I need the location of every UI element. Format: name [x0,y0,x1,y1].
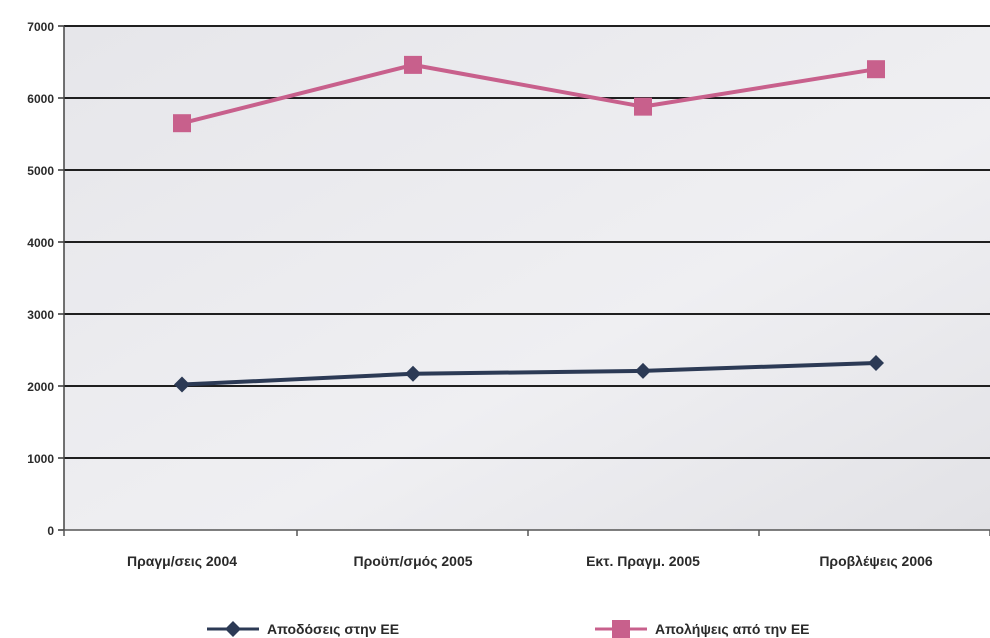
series-2-point [867,60,885,79]
legend-label: Απολήψεις από την ΕΕ [655,621,810,637]
y-tick-label: 6000 [27,92,54,106]
series-1-point [868,354,884,371]
series-1-point [174,376,190,393]
y-tick-label: 5000 [27,164,54,178]
series-1-point [635,362,651,379]
series-2-point [404,55,422,74]
series-2-point [173,114,191,133]
plot-area [64,26,990,530]
series-group [173,55,885,393]
legend-marker [612,620,630,638]
legend-marker [225,621,241,637]
y-tick-label: 4000 [27,236,54,250]
y-axis: 0 1000 2000 3000 4000 5000 6000 7000 [27,20,65,538]
x-tick-label: Πραγμ/σεις 2004 [127,553,237,569]
y-tick-label: 3000 [27,308,54,322]
gridlines [64,25,990,459]
x-tick-label: Εκτ. Πραγμ. 2005 [586,553,700,569]
legend: Αποδόσεις στην ΕΕ Απολήψεις από την ΕΕ [207,620,810,638]
series-2-point [634,97,652,116]
x-tick-label: Προβλέψεις 2006 [819,553,933,569]
y-tick-label: 1000 [27,452,54,466]
y-tick-label: 2000 [27,380,54,394]
series-1-point [405,365,421,382]
series-line-2 [181,62,877,126]
y-tick-label: 7000 [27,20,54,34]
y-tick-label: 0 [47,524,54,538]
x-axis: Πραγμ/σεις 2004 Προϋπ/σμός 2005 Εκτ. Πραγμ… [63,529,990,569]
series-line-1 [181,360,877,387]
legend-label: Αποδόσεις στην ΕΕ [267,621,399,637]
x-tick-label: Προϋπ/σμός 2005 [353,553,472,569]
